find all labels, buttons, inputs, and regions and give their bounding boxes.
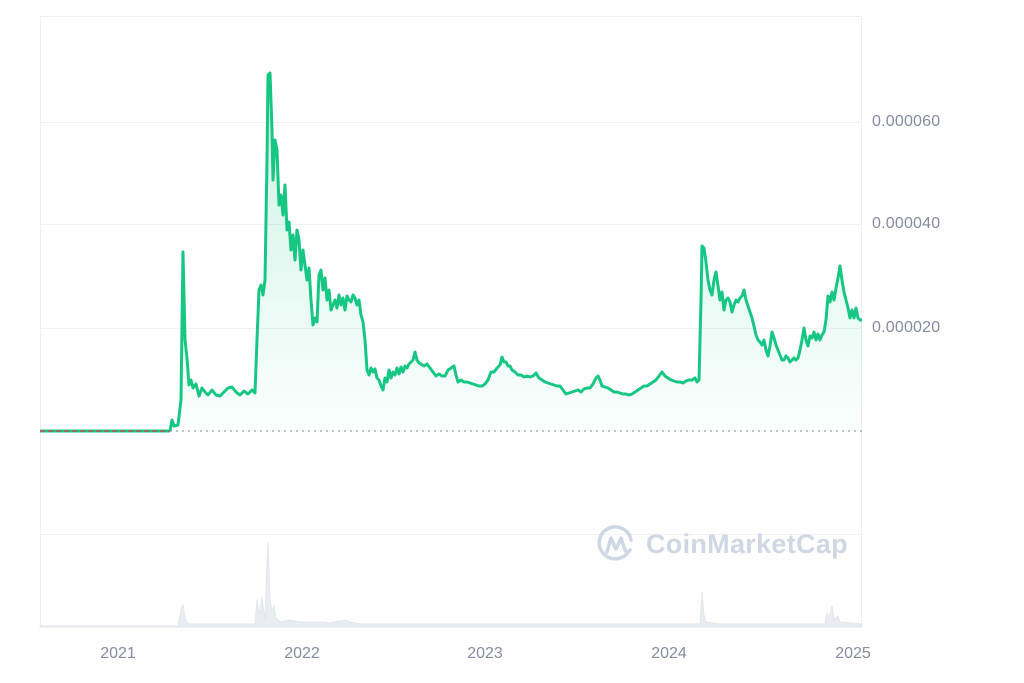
volume-separator (40, 534, 862, 535)
x-tick-label: 2024 (651, 645, 687, 662)
gridline-40 (40, 224, 862, 225)
y-tick-label: 0.000020 (872, 319, 941, 336)
y-tick-label: 0.000040 (872, 215, 941, 232)
watermark-text: CoinMarketCap (646, 528, 848, 559)
price-line (168, 71, 862, 432)
x-tick-label: 2023 (467, 645, 503, 662)
coinmarketcap-logo-icon (597, 525, 633, 561)
gridline-20 (40, 328, 862, 329)
x-tick-label: 2025 (835, 645, 871, 662)
gridline-60 (40, 122, 862, 123)
watermark: CoinMarketCap (596, 523, 848, 565)
x-tick-label: 2022 (284, 645, 320, 662)
y-tick-label: 0.000060 (872, 113, 941, 130)
x-tick-label: 2021 (100, 645, 136, 662)
volume-area (39, 541, 863, 628)
price-area (170, 73, 862, 431)
